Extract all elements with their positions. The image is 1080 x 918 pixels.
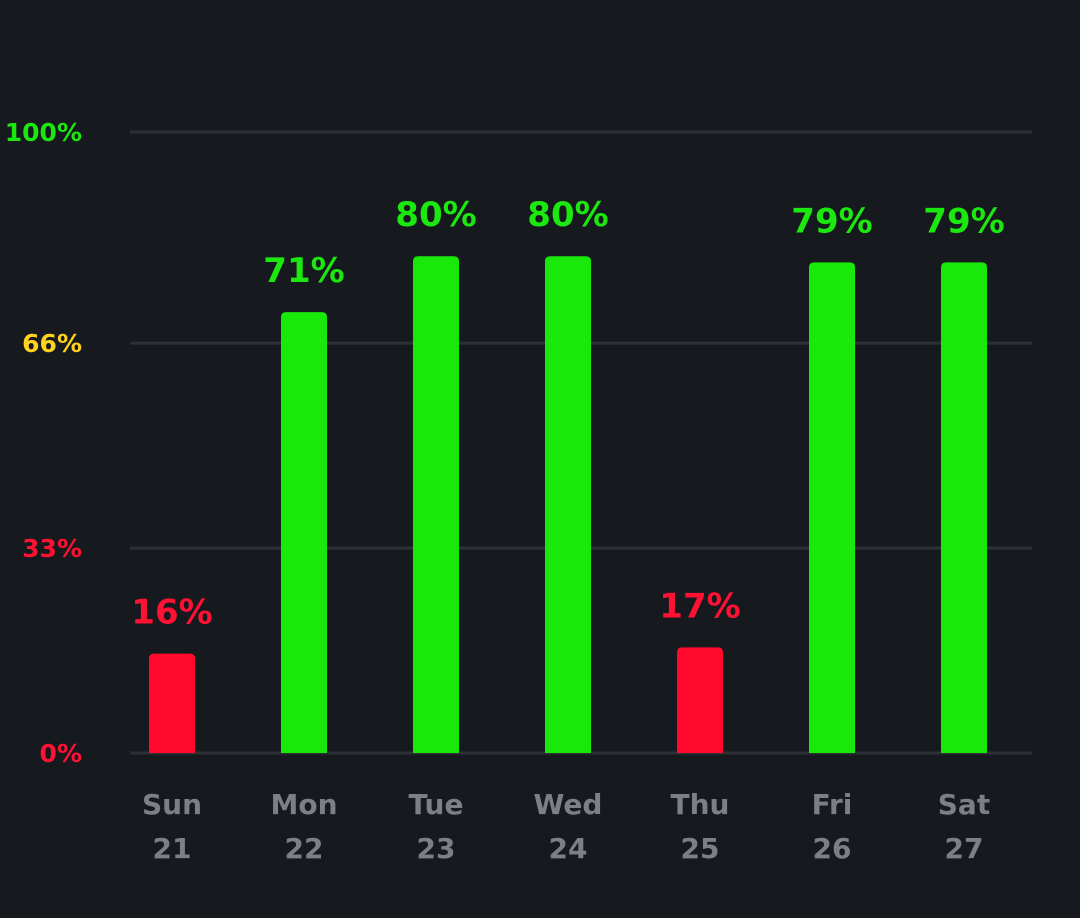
bar-fri	[809, 262, 855, 753]
value-label-tue: 80%	[395, 195, 476, 235]
category-day-sun: Sun	[142, 788, 202, 821]
category-day-thu: Thu	[671, 788, 730, 821]
category-labels: Sun 21 Mon 22 Tue 23 Wed 24 Thu 25 Fri 26 Sat 27	[142, 788, 990, 865]
value-label-thu: 17%	[659, 586, 740, 626]
category-date-22: 22	[285, 832, 324, 865]
category-date-23: 23	[417, 832, 456, 865]
category-date-26: 26	[813, 832, 852, 865]
bars	[149, 256, 987, 753]
category-date-21: 21	[153, 832, 192, 865]
y-axis-tick-labels: 0% 33% 66% 100%	[5, 118, 82, 768]
value-label-fri: 79%	[791, 201, 872, 241]
category-day-wed: Wed	[534, 788, 603, 821]
bar-value-labels: 16% 71% 80% 80% 17% 79% 79%	[131, 195, 1004, 632]
category-day-mon: Mon	[270, 788, 337, 821]
bar-thu	[677, 647, 723, 753]
bar-wed	[545, 256, 591, 753]
category-day-fri: Fri	[812, 788, 853, 821]
value-label-mon: 71%	[263, 251, 344, 291]
y-tick-label-100: 100%	[5, 118, 82, 147]
bar-mon	[281, 312, 327, 753]
bar-tue	[413, 256, 459, 753]
bar-sat	[941, 262, 987, 753]
category-date-27: 27	[945, 832, 984, 865]
value-label-sat: 79%	[923, 201, 1004, 241]
category-date-25: 25	[681, 832, 720, 865]
y-tick-label-0: 0%	[40, 739, 82, 768]
y-tick-label-33: 33%	[22, 534, 82, 563]
category-date-24: 24	[549, 832, 588, 865]
category-day-tue: Tue	[409, 788, 464, 821]
category-day-sat: Sat	[938, 788, 990, 821]
y-tick-label-66: 66%	[22, 329, 82, 358]
bar-sun	[149, 653, 195, 753]
value-label-wed: 80%	[527, 195, 608, 235]
value-label-sun: 16%	[131, 593, 212, 633]
